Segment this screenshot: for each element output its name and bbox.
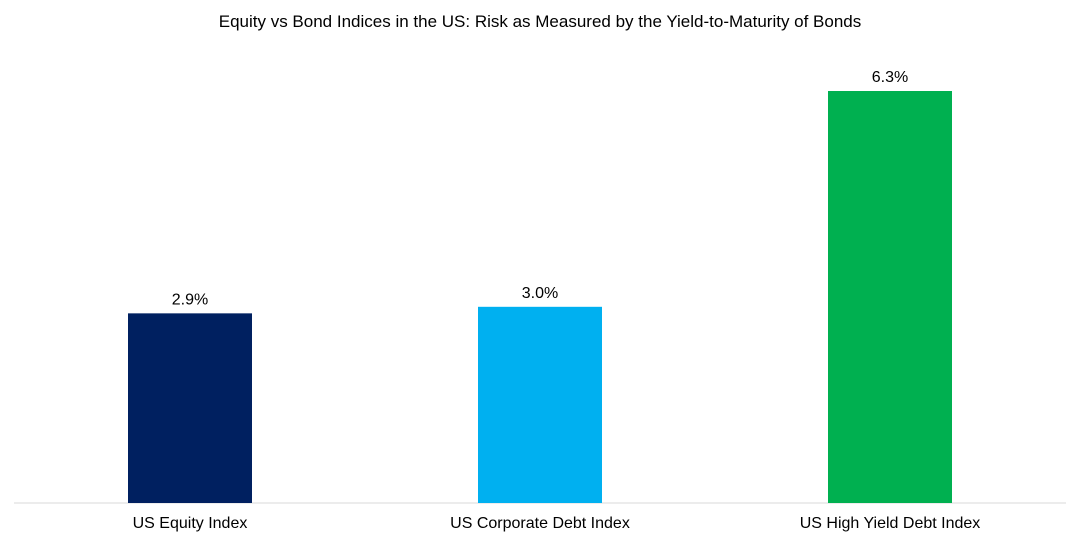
x-tick-label: US High Yield Debt Index xyxy=(800,515,981,532)
bar-1 xyxy=(128,313,252,503)
data-label: 2.9% xyxy=(172,291,208,308)
data-label: 3.0% xyxy=(522,285,558,302)
x-tick-label: US Equity Index xyxy=(133,515,248,532)
bar-3 xyxy=(828,91,952,503)
chart-title: Equity vs Bond Indices in the US: Risk a… xyxy=(219,12,862,31)
data-label: 6.3% xyxy=(872,69,908,86)
x-tick-label: US Corporate Debt Index xyxy=(450,515,630,532)
bar-2 xyxy=(478,306,602,503)
